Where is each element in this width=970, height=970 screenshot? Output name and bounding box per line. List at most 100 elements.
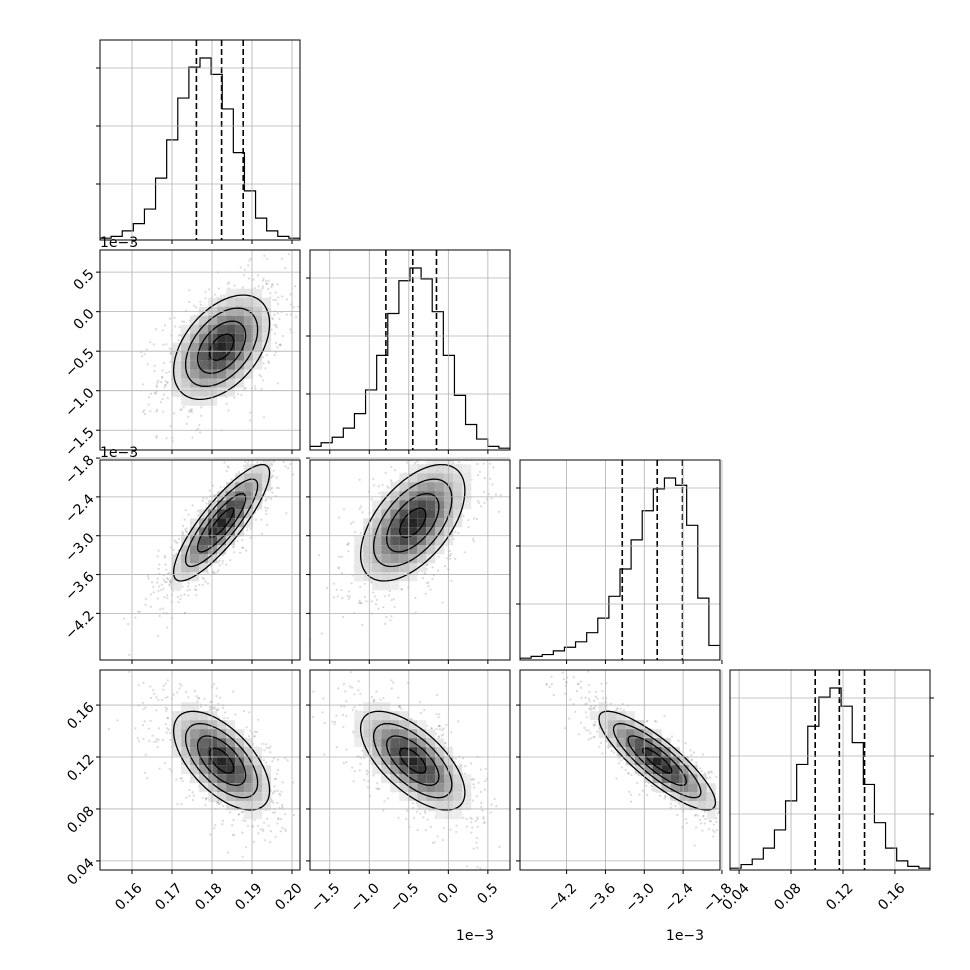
scatter-point	[426, 563, 429, 566]
scatter-point	[141, 701, 144, 704]
scatter-point	[302, 823, 304, 825]
scatter-point	[143, 353, 146, 356]
scatter-point	[226, 465, 229, 468]
scatter-point	[442, 431, 444, 433]
scatter-point	[262, 277, 265, 280]
scatter-point	[270, 285, 273, 288]
scatter-point	[208, 489, 211, 492]
density-cell	[226, 306, 236, 316]
scatter-point	[213, 494, 216, 497]
density-cell	[435, 460, 445, 465]
scatter-point	[181, 530, 184, 533]
scatter-point	[267, 424, 269, 426]
panel-frame	[99, 669, 301, 871]
density-cell	[190, 765, 200, 775]
scatter-point	[264, 499, 267, 502]
density-cell	[235, 360, 245, 370]
scatter-point	[450, 579, 453, 583]
scatter-point	[442, 826, 445, 829]
density-cell	[354, 545, 364, 555]
scatter-point	[149, 593, 153, 596]
scatter-point	[220, 801, 223, 804]
scatter-point	[163, 361, 166, 365]
scatter-point	[476, 825, 479, 828]
scatter-point	[348, 590, 351, 593]
density-cell	[390, 581, 400, 591]
density-cell	[253, 360, 263, 370]
scatter-point	[280, 790, 283, 793]
density-cell	[426, 482, 436, 492]
scatter-point	[242, 709, 246, 713]
scatter-point	[271, 284, 274, 287]
contour-level	[184, 723, 259, 799]
scatter-point	[353, 706, 356, 709]
scatter-point	[149, 719, 152, 722]
scatter-point	[259, 828, 262, 831]
scatter-point	[377, 788, 380, 791]
density-cell	[453, 509, 463, 519]
scatter-point	[169, 546, 173, 549]
density-cell	[354, 554, 364, 564]
density-cell	[426, 536, 436, 546]
density-cell	[172, 351, 182, 361]
scatter-point	[389, 619, 392, 622]
scatter-point	[477, 501, 481, 504]
scatter-point	[427, 584, 430, 588]
density-cell	[453, 500, 463, 510]
scatter-point	[275, 772, 278, 775]
scatter-point	[249, 411, 252, 414]
scatter-point	[204, 803, 207, 807]
scatter-point	[423, 708, 426, 712]
scatter-point	[182, 524, 185, 528]
scatter-point	[338, 555, 341, 558]
scatter-point	[277, 302, 280, 306]
scatter-point	[276, 486, 279, 489]
scatter-point	[223, 486, 226, 489]
scatter-point	[162, 607, 165, 610]
scatter-point	[370, 695, 373, 699]
scatter-point	[392, 681, 395, 684]
scatter-point	[494, 434, 496, 436]
density-cell	[217, 774, 227, 784]
scatter-point	[289, 462, 292, 466]
density-cell	[181, 711, 191, 721]
scatter-point	[215, 687, 218, 690]
scatter-point	[199, 705, 203, 708]
scatter-point	[195, 588, 198, 592]
scatter-point	[351, 708, 354, 711]
scatter-point	[439, 439, 441, 441]
scatter-point	[326, 586, 329, 589]
density-cell	[181, 572, 191, 582]
density-cells	[354, 460, 472, 591]
scatter-point	[160, 698, 163, 702]
scatter-point	[243, 387, 246, 390]
scatter-point	[164, 380, 167, 383]
scatter-point	[169, 360, 172, 363]
scatter-point	[160, 381, 163, 384]
density-cell	[262, 460, 272, 465]
scatter-point	[216, 571, 219, 574]
panel-2-0	[123, 424, 295, 656]
scatter-point	[348, 595, 351, 598]
scatter-point	[424, 430, 426, 432]
density-cell	[235, 801, 245, 811]
density-cell	[208, 378, 218, 388]
density-cell	[381, 491, 391, 501]
scatter-point	[223, 711, 227, 714]
density-cell	[226, 387, 236, 397]
scatter-point	[161, 398, 164, 401]
scatter-point	[157, 379, 160, 382]
density-cell	[435, 473, 445, 483]
scatter-point	[153, 740, 156, 743]
density-cell	[199, 306, 209, 316]
contours	[172, 294, 271, 401]
scatter-point	[436, 835, 439, 838]
density-cell	[262, 801, 272, 811]
density-cell	[381, 536, 391, 546]
scatter-point	[341, 597, 344, 600]
scatter-point	[218, 559, 221, 562]
density-cell	[226, 518, 236, 528]
scatter-point	[276, 346, 279, 349]
density-cell	[372, 518, 382, 528]
scatter-point	[232, 546, 235, 549]
